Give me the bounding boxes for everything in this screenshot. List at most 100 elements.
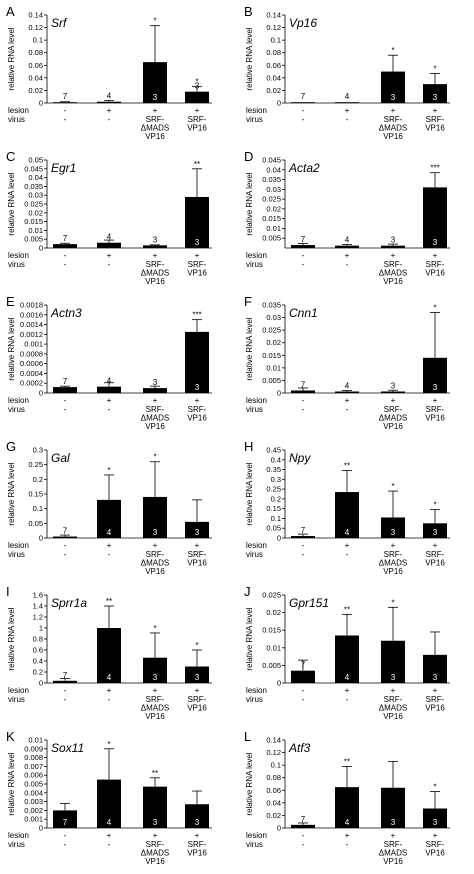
bar — [423, 808, 447, 828]
y-tick-label: 0.12 — [28, 23, 43, 32]
y-axis-label: relative RNA level — [7, 172, 16, 235]
virus-value: SRF-ΔMADS VP16 — [379, 260, 407, 286]
lesion-row-label: lesion — [8, 106, 29, 115]
virus-row-label: virus — [8, 840, 25, 849]
n-label: 3 — [433, 818, 438, 827]
virus-value: SRF-ΔMADS VP16 — [379, 550, 407, 576]
y-tick-label: 0.12 — [266, 23, 281, 32]
virus-row-label: virus — [246, 115, 263, 124]
n-label: 4 — [345, 236, 350, 245]
lesion-row-label: lesion — [246, 251, 267, 260]
y-tick-label: 0.06 — [266, 61, 281, 70]
lesion-value: - — [64, 686, 67, 695]
lesion-value: + — [433, 831, 438, 840]
y-tick-label: 1.6 — [33, 591, 43, 600]
y-tick-label: 0.01 — [266, 643, 281, 652]
bar — [423, 654, 447, 683]
bar — [185, 331, 209, 393]
lesion-value: + — [107, 251, 112, 260]
virus-value: - — [108, 695, 111, 704]
chart-title: Acta2 — [288, 161, 320, 175]
bar — [53, 102, 77, 103]
lesion-value: - — [302, 541, 305, 550]
significance-marker: * — [107, 466, 110, 475]
lesion-value: + — [153, 251, 158, 260]
y-tick-label: 0.14 — [266, 736, 281, 745]
y-axis-label: relative RNA level — [245, 27, 254, 90]
lesion-value: - — [64, 541, 67, 550]
bar — [423, 187, 447, 248]
y-tick-label: 0.14 — [28, 11, 43, 20]
bar — [335, 787, 359, 828]
virus-value: SRF-VP16 — [187, 695, 207, 713]
y-tick-label: 0.01 — [28, 226, 43, 235]
virus-value: SRF-VP16 — [425, 550, 445, 568]
virus-row-label: virus — [8, 695, 25, 704]
lesion-value: - — [302, 251, 305, 260]
virus-value: SRF-ΔMADS VP16 — [141, 115, 169, 141]
y-tick-label: 0.12 — [266, 748, 281, 757]
bar — [291, 670, 315, 683]
bar — [291, 536, 315, 538]
chart-title: Egr1 — [51, 161, 76, 175]
lesion-value: + — [195, 686, 200, 695]
y-tick-label: 0.02 — [266, 86, 281, 95]
panel-letter: D — [244, 149, 253, 164]
y-tick-label: 0.025 — [262, 591, 281, 600]
virus-value: SRF-ΔMADS VP16 — [141, 550, 169, 576]
y-axis-label: relative RNA level — [7, 462, 16, 525]
bar — [291, 390, 315, 393]
y-tick-label: 0 — [277, 824, 281, 833]
lesion-row-label: lesion — [246, 106, 267, 115]
bar — [291, 102, 315, 103]
virus-value: SRF-ΔMADS VP16 — [141, 260, 169, 286]
lesion-value: + — [195, 106, 200, 115]
bar — [381, 391, 405, 393]
lesion-value: - — [302, 831, 305, 840]
y-tick-label: 0.015 — [262, 626, 281, 635]
bar — [335, 245, 359, 248]
n-label: 4 — [345, 528, 350, 537]
virus-row-label: virus — [8, 550, 25, 559]
significance-marker: *** — [430, 164, 439, 173]
lesion-value: - — [302, 106, 305, 115]
y-tick-label: 0.015 — [24, 217, 43, 226]
y-tick-label: 0.005 — [262, 376, 281, 385]
y-tick-label: 0.03 — [266, 185, 281, 194]
lesion-value: + — [195, 396, 200, 405]
bar — [381, 517, 405, 538]
y-tick-label: 0.0002 — [20, 379, 43, 388]
bar — [423, 84, 447, 103]
n-label: 3 — [433, 383, 438, 392]
panel-a: A Srf relative RNA level 0 0.02 0.04 0.06 0.08 0… — [6, 4, 212, 141]
bar — [53, 680, 77, 683]
y-tick-label: 0.04 — [266, 165, 281, 174]
y-tick-label: 0.025 — [262, 326, 281, 335]
chart-title: Cnn1 — [289, 306, 318, 320]
n-label: 3 — [195, 238, 200, 247]
lesion-value: + — [153, 106, 158, 115]
bar — [335, 492, 359, 538]
y-tick-label: 0.06 — [28, 61, 43, 70]
n-label: 3 — [153, 93, 158, 102]
y-tick-label: 0.01 — [28, 736, 43, 745]
virus-value: - — [346, 260, 349, 269]
y-tick-label: 0.015 — [262, 351, 281, 360]
y-tick-label: 0.35 — [266, 465, 281, 474]
significance-marker: * — [107, 740, 110, 749]
n-label: 3 — [153, 818, 158, 827]
y-tick-label: 0.0006 — [20, 359, 43, 368]
lesion-value: + — [391, 106, 396, 115]
lesion-row-label: lesion — [8, 396, 29, 405]
y-tick-label: 0.02 — [28, 208, 43, 217]
panel-k: K Sox11 relative RNA level 00.0010.0020.003… — [6, 729, 212, 866]
y-tick-label: 0.1 — [271, 761, 281, 770]
y-tick-label: 0 — [277, 679, 281, 688]
y-tick-label: 0.025 — [262, 195, 281, 204]
virus-value: - — [64, 405, 67, 414]
n-label: 3 — [195, 818, 200, 827]
lesion-value: - — [302, 396, 305, 405]
significance-marker: * — [153, 17, 156, 26]
lesion-value: + — [195, 831, 200, 840]
